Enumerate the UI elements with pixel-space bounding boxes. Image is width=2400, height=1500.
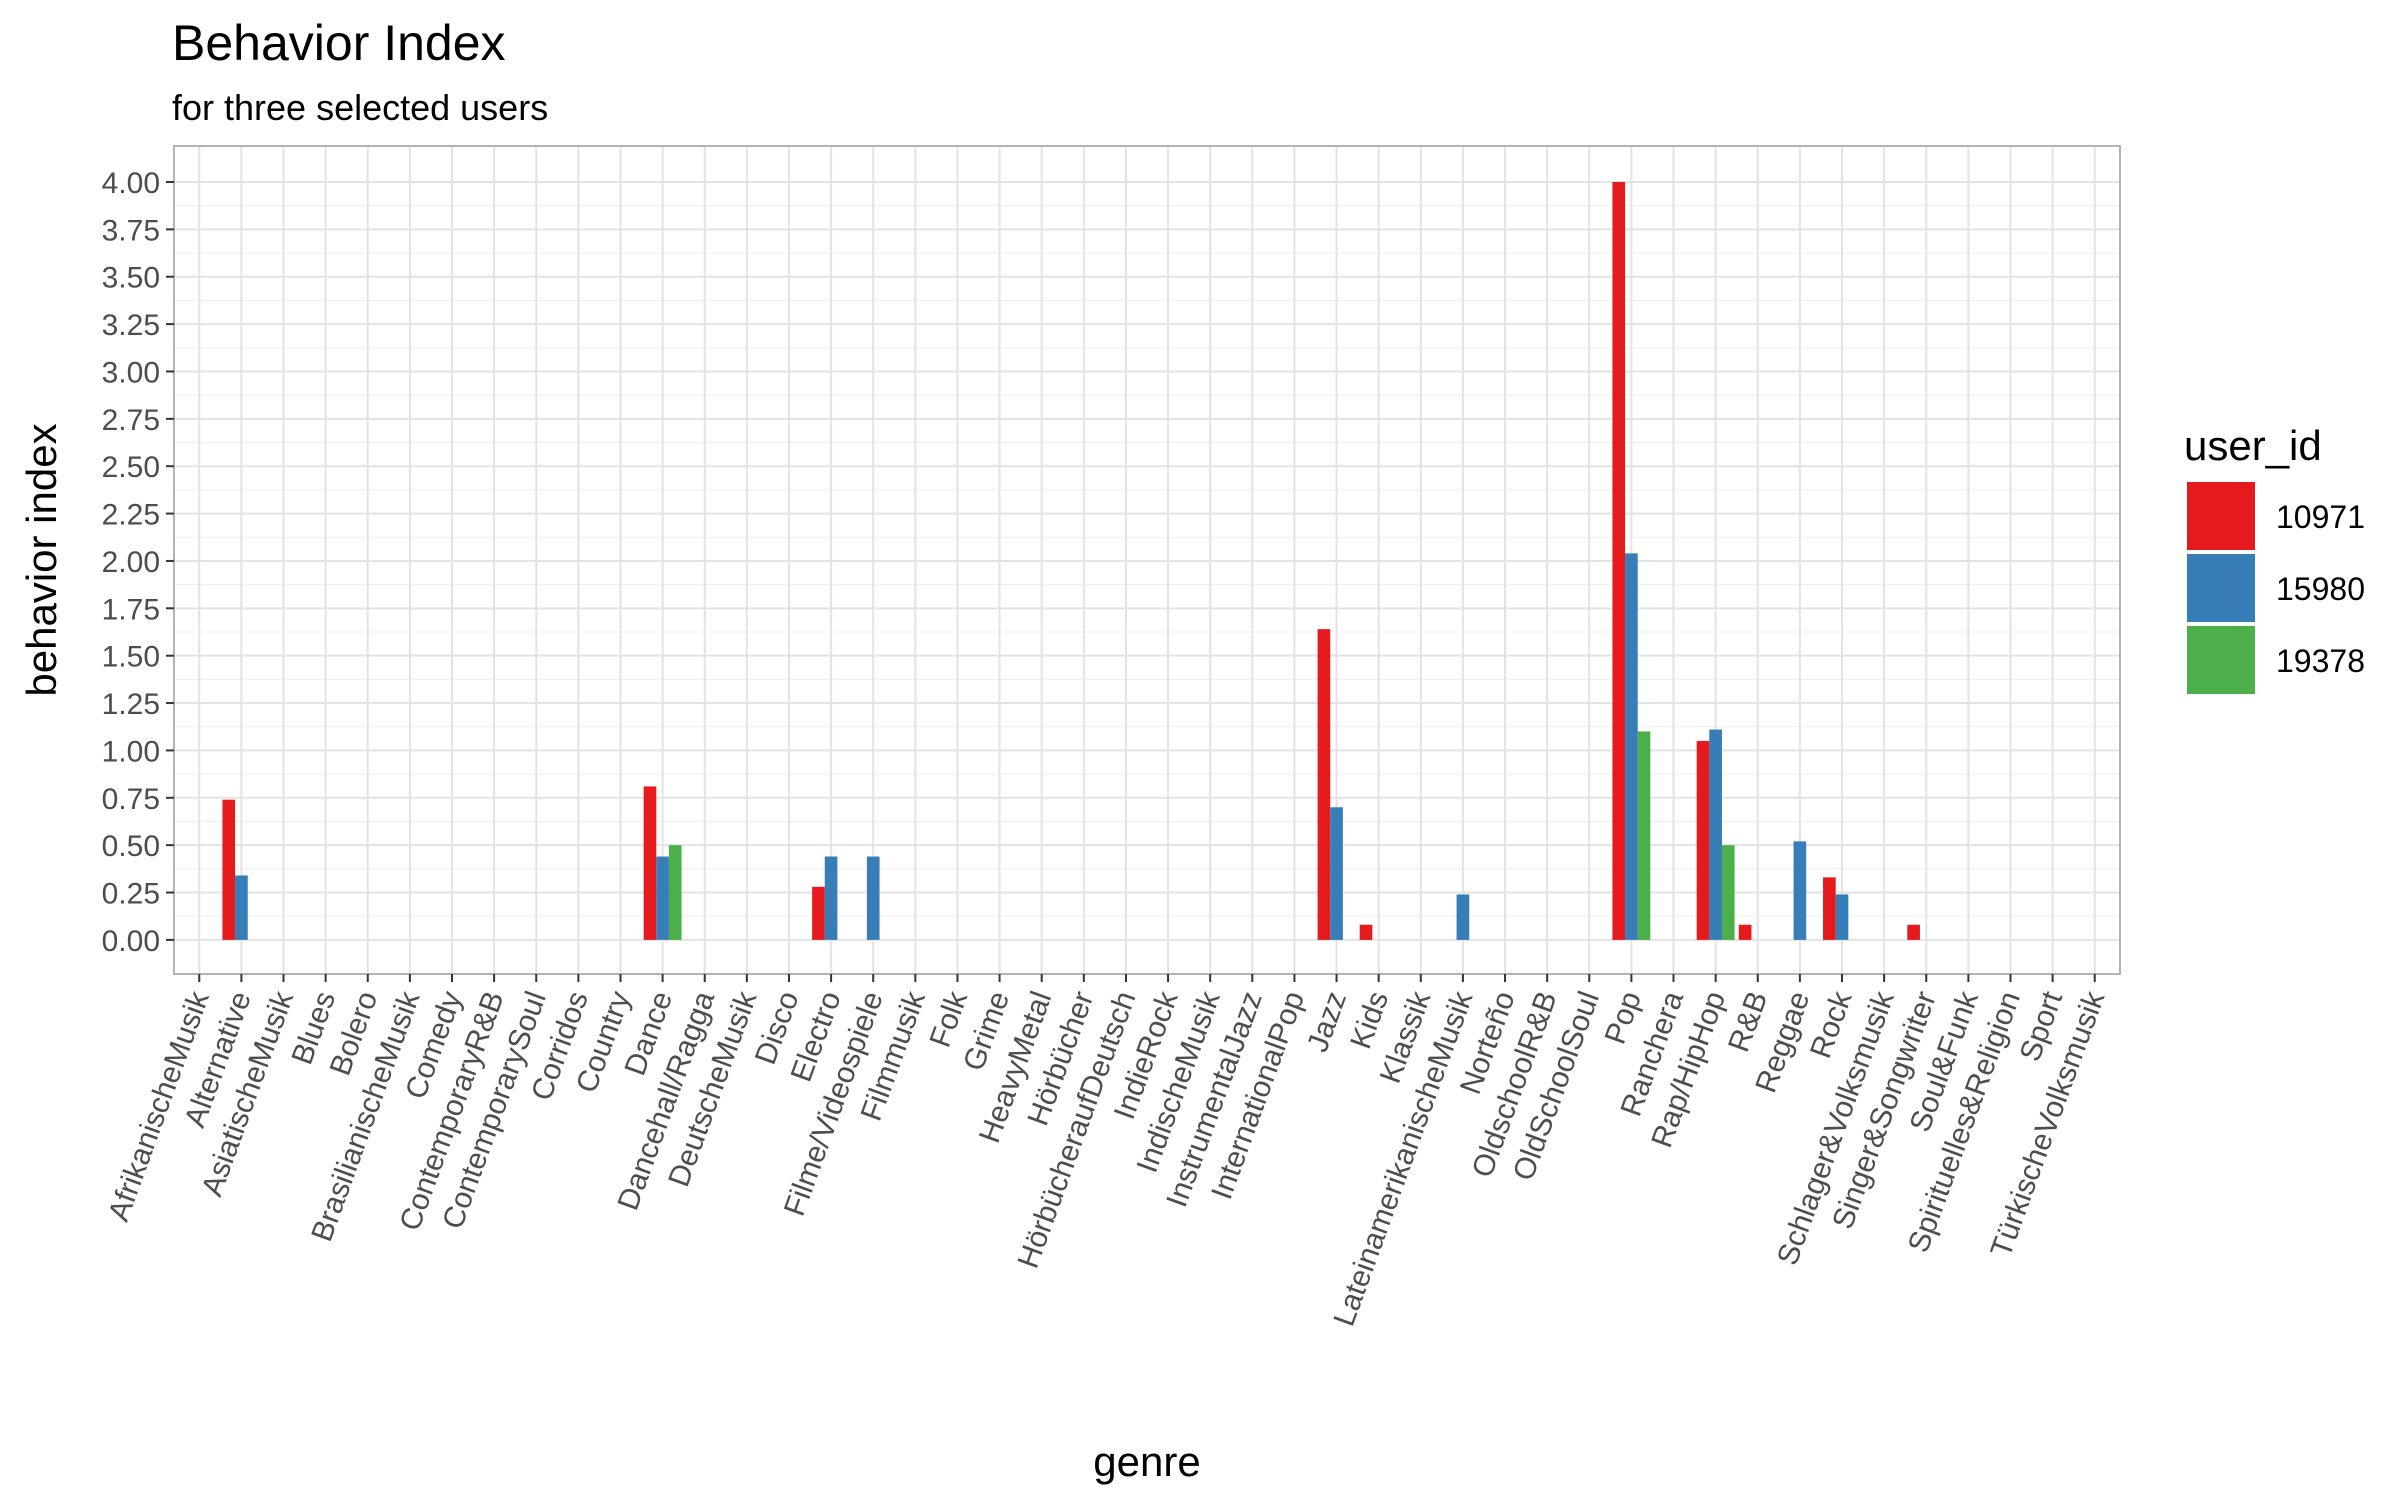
legend: user_id 10971 15980 19378 <box>2184 422 2365 694</box>
bar <box>1625 553 1638 940</box>
bar <box>643 786 657 940</box>
y-tick-label: 2.75 <box>102 404 160 437</box>
bar <box>1823 877 1836 940</box>
y-tick-label: 0.25 <box>102 878 160 911</box>
y-tick-label: 0.50 <box>102 830 160 863</box>
y-tick-label: 2.50 <box>102 451 160 484</box>
legend-key <box>2187 626 2255 694</box>
y-tick-label: 1.75 <box>102 593 160 626</box>
legend-key <box>2187 554 2255 622</box>
y-tick-label: 1.50 <box>102 641 160 674</box>
y-tick-label: 3.25 <box>102 309 160 342</box>
bar <box>1612 182 1626 940</box>
major-gridlines-x <box>198 146 2096 974</box>
y-tick-label: 3.00 <box>102 356 160 389</box>
bar <box>1317 629 1331 940</box>
bar <box>1835 894 1849 940</box>
bar <box>1696 740 1710 940</box>
bar <box>1456 894 1470 940</box>
bar <box>1738 924 1752 940</box>
bars <box>222 182 1920 940</box>
bar <box>812 886 825 940</box>
y-tick-label: 2.25 <box>102 499 160 532</box>
bar <box>866 856 880 940</box>
y-tick-label: 3.75 <box>102 214 160 247</box>
y-tick-label: 4.00 <box>102 167 160 200</box>
y-tick-label: 0.75 <box>102 783 160 816</box>
bar <box>235 875 248 940</box>
y-tick-label: 1.25 <box>102 688 160 721</box>
minor-gridlines-y <box>174 205 2120 917</box>
bar <box>1359 924 1373 940</box>
bar <box>1637 731 1651 940</box>
bar <box>824 856 838 940</box>
chart-subtitle: for three selected users <box>172 87 548 128</box>
bar <box>1330 807 1343 940</box>
x-axis-title: genre <box>1093 1438 1200 1485</box>
legend-key <box>2187 482 2255 550</box>
bar <box>1907 924 1920 940</box>
bar <box>656 856 669 940</box>
y-tick-label: 0.00 <box>102 925 160 958</box>
chart-title: Behavior Index <box>172 15 506 71</box>
y-tick-label: 1.00 <box>102 735 160 768</box>
y-axis-title: behavior index <box>18 423 65 696</box>
y-tick-label: 3.50 <box>102 262 160 295</box>
y-axis: 0.00 0.25 0.50 0.75 1.00 1.25 1.50 1.75 2.00 2.25… <box>102 167 174 958</box>
legend-label: 15980 <box>2276 571 2365 607</box>
bar <box>1721 845 1735 940</box>
bar <box>222 799 236 940</box>
y-tick-label: 2.00 <box>102 546 160 579</box>
bar <box>668 845 682 940</box>
bar <box>1793 841 1807 940</box>
legend-label: 10971 <box>2276 499 2365 535</box>
bar <box>1709 729 1722 940</box>
legend-label: 19378 <box>2276 643 2365 679</box>
legend-title: user_id <box>2184 422 2322 469</box>
